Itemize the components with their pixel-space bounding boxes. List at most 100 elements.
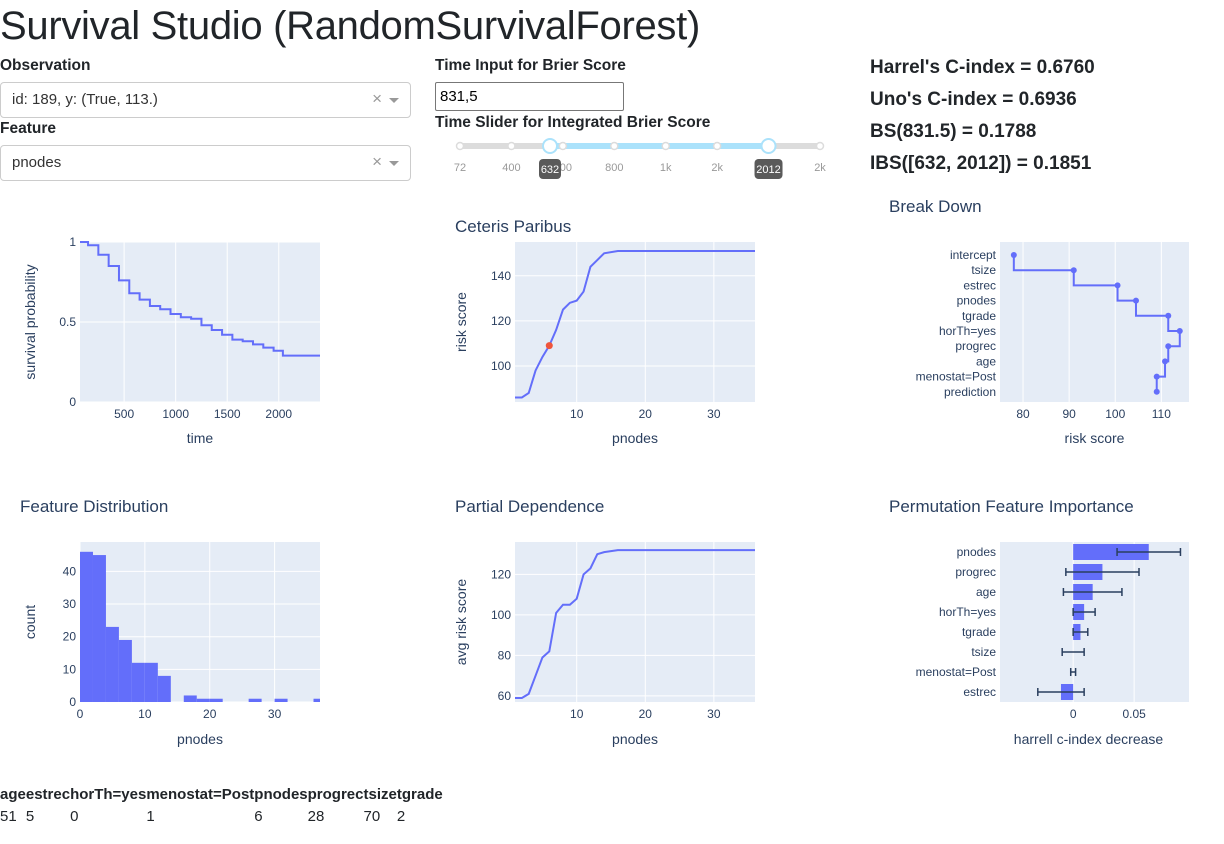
- breakdown-y-tick-label: horTh=yes: [939, 324, 996, 338]
- breakdown-plot-area: [1000, 242, 1189, 402]
- pfi-bar: [1073, 544, 1149, 560]
- slider-handle-start[interactable]: [542, 138, 558, 154]
- survival-y-tick-label: 0: [69, 395, 76, 409]
- chart-title-ceteris: Ceteris Paribus: [455, 217, 572, 236]
- metric-harrell: Harrel's C-index = 0.6760: [870, 57, 1095, 78]
- pdp-x-tick-label: 10: [570, 707, 584, 721]
- pdp-x-axis-title: pnodes: [612, 731, 658, 747]
- featdist-bar: [92, 555, 106, 702]
- table-cell: 51: [0, 807, 17, 825]
- pdp-y-tick-label: 100: [491, 608, 511, 622]
- breakdown-y-tick-label: age: [976, 354, 996, 368]
- pdp-y-tick-label: 120: [491, 567, 511, 581]
- featdist-bar: [313, 698, 320, 702]
- chart-title-breakdown: Break Down: [889, 197, 982, 216]
- breakdown-x-tick-label: 80: [1016, 407, 1030, 421]
- clear-icon[interactable]: ×: [372, 89, 382, 108]
- breakdown-point: [1162, 358, 1169, 365]
- feature-dropdown[interactable]: pnodes ×: [0, 145, 411, 181]
- observation-value: id: 189, y: (True, 113.): [12, 91, 158, 108]
- chevron-down-icon[interactable]: [389, 161, 399, 166]
- slider-mark-dot[interactable]: [455, 141, 465, 151]
- featdist-bar: [183, 695, 197, 702]
- ibs-range-slider[interactable]: 724006008001k2k2k2k 632 2012: [440, 134, 840, 182]
- pdp-line: [515, 549, 755, 699]
- slider-mark-dot[interactable]: [661, 141, 670, 151]
- slider-mark-dot[interactable]: [815, 141, 825, 151]
- pfi-y-tick-label: pnodes: [957, 545, 996, 559]
- clear-icon[interactable]: ×: [372, 152, 382, 171]
- pdp-x-tick-label: 20: [639, 707, 653, 721]
- pdp-x-tick-label: 30: [707, 707, 721, 721]
- featdist-bar: [144, 662, 158, 702]
- pfi-bar: [1073, 604, 1085, 620]
- feature-table: age estrec horTh=yes menostat=Post pnodes pro…: [0, 786, 443, 829]
- ceteris-y-tick-label: 120: [491, 314, 511, 328]
- featdist-x-tick-label: 0: [77, 707, 84, 721]
- pdp-y-tick-label: 80: [498, 648, 512, 662]
- ceteris-x-tick-label: 20: [639, 407, 653, 421]
- table-cell: 0: [70, 807, 79, 825]
- slider-mark-label: 800: [605, 162, 623, 174]
- breakdown-step-line: [1012, 255, 1181, 392]
- slider-mark-label: 2k: [814, 162, 826, 174]
- slider-mark-label: 1k: [660, 162, 672, 174]
- ceteris-y-axis-title: risk score: [453, 292, 469, 352]
- feature-value: pnodes: [12, 154, 62, 171]
- slider-mark-dot[interactable]: [712, 141, 722, 151]
- pfi-y-tick-label: tgrade: [962, 625, 996, 639]
- observation-dropdown[interactable]: id: 189, y: (True, 113.) ×: [0, 82, 411, 118]
- featdist-x-tick-label: 30: [268, 707, 282, 721]
- table-header-progrec: progrec: [307, 786, 364, 803]
- breakdown-y-tick-label: pnodes: [957, 294, 996, 308]
- chart-title-feature-distribution: Feature Distribution: [20, 497, 169, 516]
- breakdown-x-tick-label: 90: [1062, 407, 1076, 421]
- featdist-plot-area: [80, 542, 320, 702]
- featdist-bar: [157, 675, 171, 702]
- breakdown-x-axis-title: risk score: [1065, 430, 1125, 446]
- slider-mark-dot[interactable]: [558, 141, 568, 151]
- breakdown-x-tick-label: 110: [1152, 407, 1171, 421]
- pfi-bar: [1060, 684, 1074, 700]
- chevron-down-icon[interactable]: [389, 98, 399, 103]
- slider-handle-end[interactable]: [760, 138, 777, 154]
- ceteris-y-tick-label: 100: [491, 359, 511, 373]
- featdist-y-axis-title: count: [22, 605, 38, 639]
- ceteris-plot-area: [515, 242, 755, 402]
- survival-y-tick-label: 1: [69, 235, 76, 249]
- featdist-x-axis-title: pnodes: [177, 731, 223, 747]
- table-cell: 6: [254, 807, 263, 825]
- table-cell: 28: [307, 807, 325, 825]
- breakdown-point: [1153, 373, 1160, 380]
- featdist-bar: [274, 698, 288, 702]
- brier-input-label: Time Input for Brier Score: [435, 57, 626, 74]
- pfi-y-tick-label: menostat=Post: [916, 665, 997, 679]
- slider-mark-dot[interactable]: [507, 141, 516, 151]
- survival-x-tick-label: 2000: [265, 407, 292, 421]
- featdist-x-tick-label: 20: [203, 707, 217, 721]
- chart-title-partial-dependence: Partial Dependence: [455, 497, 605, 516]
- table-row: 51 5 0 1 6 28 70 2: [0, 803, 443, 829]
- pfi-bar: [1073, 584, 1093, 600]
- featdist-y-tick-label: 0: [69, 695, 76, 709]
- breakdown-point: [1070, 267, 1077, 274]
- metric-ibs: IBS([632, 2012]) = 0.1851: [870, 153, 1092, 174]
- slider-mark-label: 400: [502, 162, 520, 174]
- survival-x-tick-label: 1500: [214, 407, 241, 421]
- chart-title-permutation-importance: Permutation Feature Importance: [889, 497, 1134, 516]
- table-cell: 5: [25, 807, 35, 825]
- featdist-bar: [209, 698, 223, 702]
- breakdown-x-tick-label: 100: [1105, 407, 1125, 421]
- breakdown-y-tick-label: prediction: [944, 385, 996, 399]
- breakdown-y-tick-label: progrec: [955, 339, 996, 353]
- pfi-y-tick-label: estrec: [963, 685, 996, 699]
- pfi-y-tick-label: tsize: [971, 645, 996, 659]
- slider-mark-label: 72: [454, 162, 466, 174]
- breakdown-point: [1114, 282, 1121, 289]
- brier-time-input[interactable]: [435, 82, 624, 111]
- slider-mark-dot[interactable]: [610, 141, 619, 151]
- breakdown-y-tick-label: intercept: [950, 248, 997, 262]
- slider-tooltip-start: [539, 159, 561, 179]
- ceteris-observation-point: [545, 342, 553, 350]
- survival-x-tick-label: 500: [114, 407, 134, 421]
